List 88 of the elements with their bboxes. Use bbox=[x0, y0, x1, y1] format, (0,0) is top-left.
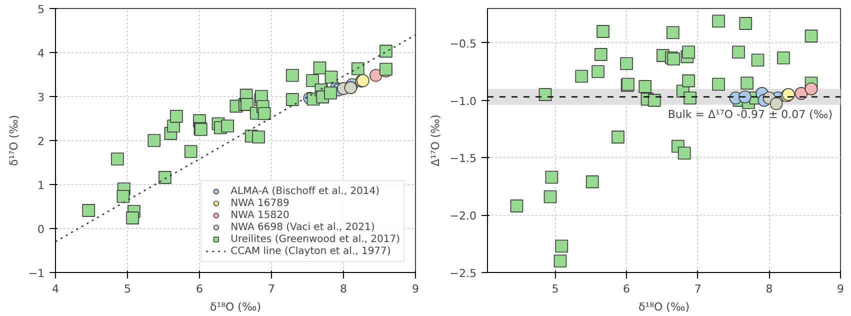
y-tick-label: −1 bbox=[28, 267, 45, 280]
x-tick-label: 6 bbox=[196, 282, 203, 296]
point bbox=[712, 14, 725, 28]
legend-label: NWA 6698 (Vaci et al., 2021) bbox=[230, 221, 375, 233]
x-tick-label: 5 bbox=[552, 282, 559, 296]
point bbox=[648, 94, 661, 107]
point bbox=[82, 204, 96, 217]
x-tick-label: 4 bbox=[52, 282, 59, 296]
point bbox=[804, 30, 818, 42]
y-axis-title: δ¹⁷O (‰) bbox=[7, 114, 20, 166]
point bbox=[804, 82, 818, 96]
y-tick-label: −2.5 bbox=[450, 267, 477, 280]
annotation: Bulk = Δ¹⁷O -0.97 ± 0.07 (‰) bbox=[668, 108, 832, 121]
point bbox=[544, 190, 557, 204]
x-tick-label: 5 bbox=[124, 282, 131, 296]
point bbox=[638, 80, 652, 93]
point bbox=[510, 200, 524, 212]
point bbox=[170, 110, 183, 123]
point bbox=[221, 120, 234, 132]
point bbox=[324, 70, 338, 84]
legend-label: ALMA-A (Bischoff et al., 2014) bbox=[230, 185, 380, 197]
point bbox=[682, 46, 696, 59]
point bbox=[777, 51, 790, 64]
point bbox=[732, 46, 745, 59]
point bbox=[240, 98, 254, 111]
point bbox=[596, 25, 610, 38]
point bbox=[158, 171, 172, 184]
point bbox=[667, 52, 680, 66]
point bbox=[684, 92, 696, 104]
point bbox=[712, 78, 725, 91]
point bbox=[370, 68, 382, 82]
point bbox=[594, 48, 608, 61]
y-tick-label: 0 bbox=[38, 223, 44, 236]
point bbox=[380, 44, 392, 58]
point bbox=[612, 130, 624, 144]
point bbox=[286, 93, 299, 106]
y-tick-label: −1.0 bbox=[450, 94, 477, 108]
x-axis-title: δ¹⁸O (‰) bbox=[210, 300, 262, 314]
y-tick-label: −1.5 bbox=[450, 152, 477, 166]
y-tick-label: 5 bbox=[38, 3, 44, 16]
point bbox=[620, 57, 633, 70]
point bbox=[148, 134, 161, 147]
point bbox=[306, 74, 319, 88]
point bbox=[666, 26, 680, 40]
point bbox=[344, 81, 358, 94]
point bbox=[555, 240, 568, 252]
legend-label: NWA 15820 bbox=[230, 209, 290, 221]
point bbox=[252, 130, 265, 144]
x-tick-label: 8 bbox=[766, 282, 773, 296]
point bbox=[545, 170, 558, 184]
point bbox=[739, 17, 752, 30]
x-tick-label: 9 bbox=[412, 282, 419, 296]
point bbox=[554, 254, 567, 268]
point bbox=[682, 74, 696, 88]
y-tick-label: 4 bbox=[38, 47, 44, 60]
y-axis-title: Δ¹⁷O (‰) bbox=[428, 114, 442, 166]
legend-label: CCAM line (Clayton et al., 1977) bbox=[230, 245, 391, 257]
legend-label: NWA 16789 bbox=[230, 197, 290, 209]
x-tick-label: 7 bbox=[268, 282, 275, 296]
legend-label: Ureilites (Greenwood et al., 2017) bbox=[230, 233, 400, 245]
point bbox=[286, 68, 299, 82]
point bbox=[126, 212, 139, 224]
point bbox=[352, 62, 364, 76]
point bbox=[324, 86, 337, 100]
point bbox=[111, 152, 124, 166]
y-tick-label: 1 bbox=[38, 179, 44, 192]
point bbox=[575, 70, 588, 83]
y-tick-label: −2.0 bbox=[450, 210, 477, 223]
x-axis-title: δ¹⁸O (‰) bbox=[638, 300, 690, 314]
point bbox=[751, 54, 764, 67]
point bbox=[313, 62, 326, 74]
point bbox=[116, 190, 130, 203]
point bbox=[538, 88, 552, 101]
y-tick-label: 3 bbox=[38, 91, 44, 104]
x-tick-label: 7 bbox=[694, 282, 702, 296]
x-tick-label: 9 bbox=[837, 282, 844, 296]
x-tick-label: 8 bbox=[340, 282, 347, 296]
point bbox=[586, 175, 599, 188]
y-tick-label: −0.5 bbox=[450, 37, 477, 50]
point bbox=[770, 97, 783, 110]
x-tick-label: 6 bbox=[623, 282, 630, 296]
point bbox=[592, 65, 604, 78]
point bbox=[184, 145, 198, 158]
point bbox=[740, 76, 754, 90]
y-tick-label: 2 bbox=[38, 135, 44, 148]
point bbox=[258, 107, 271, 120]
point bbox=[738, 90, 752, 104]
point bbox=[678, 146, 691, 160]
